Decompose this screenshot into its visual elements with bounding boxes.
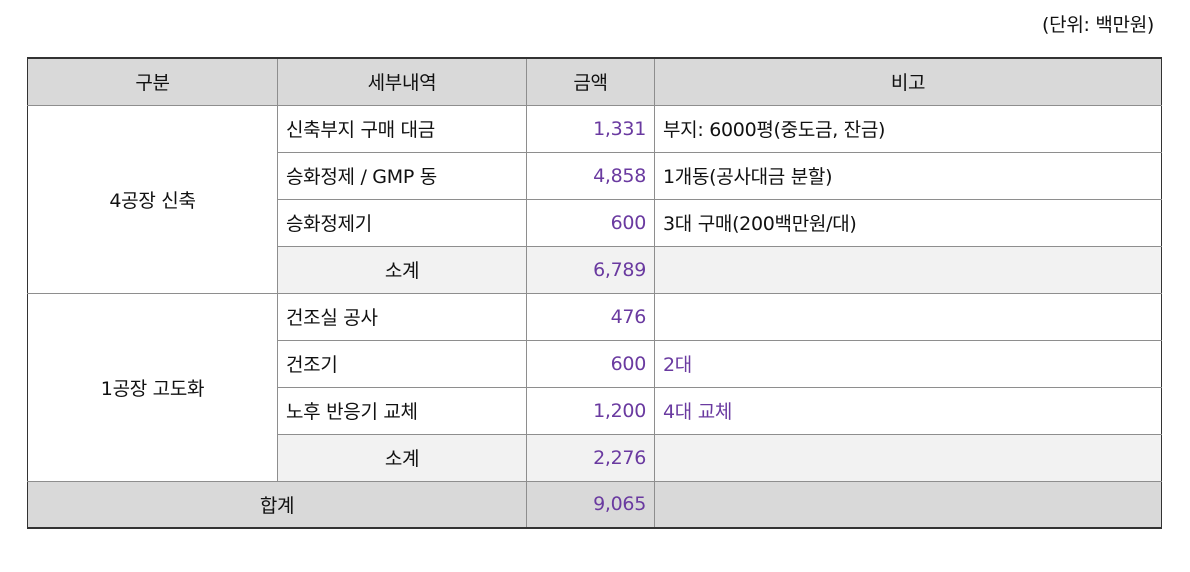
header-amount: 금액 xyxy=(526,57,655,106)
header-note: 비고 xyxy=(654,57,1162,106)
budget-table: 구분 세부내역 금액 비고 4공장 신축 신축부지 구매 대금 1,331 부지… xyxy=(27,57,1162,529)
subtotal-note xyxy=(654,245,1162,294)
row-amount: 600 xyxy=(526,198,655,247)
row-amount: 476 xyxy=(526,292,655,341)
table-row: 승화정제 / GMP 동 4,858 1개동(공사대금 분할) xyxy=(28,151,1162,200)
row-item: 건조기 xyxy=(277,339,527,388)
group-label: 4공장 신축 xyxy=(27,104,278,294)
subtotal-note xyxy=(654,433,1162,482)
subtotal-row: 소계 6,789 xyxy=(28,245,1162,294)
table-row: 4공장 신축 신축부지 구매 대금 1,331 부지: 6000평(중도금, 잔… xyxy=(27,104,1162,294)
row-note: 4대 교체 xyxy=(654,386,1162,435)
total-note xyxy=(654,480,1162,529)
row-note xyxy=(654,292,1162,341)
subtotal-amount: 6,789 xyxy=(526,245,655,294)
row-item: 승화정제기 xyxy=(277,198,527,247)
table-row: 승화정제기 600 3대 구매(200백만원/대) xyxy=(28,198,1162,247)
row-amount: 1,331 xyxy=(526,104,655,153)
row-item: 신축부지 구매 대금 xyxy=(277,104,527,153)
table-row: 노후 반응기 교체 1,200 4대 교체 xyxy=(28,386,1162,435)
subtotal-label: 소계 xyxy=(277,245,527,294)
subtotal-amount: 2,276 xyxy=(526,433,655,482)
row-note: 1개동(공사대금 분할) xyxy=(654,151,1162,200)
row-note: 2대 xyxy=(654,339,1162,388)
group-label: 1공장 고도화 xyxy=(27,292,278,482)
total-row: 합계 9,065 xyxy=(27,480,1162,529)
table-row: 건조기 600 2대 xyxy=(28,339,1162,388)
row-amount: 600 xyxy=(526,339,655,388)
total-label: 합계 xyxy=(27,480,527,529)
row-note: 3대 구매(200백만원/대) xyxy=(654,198,1162,247)
row-item: 승화정제 / GMP 동 xyxy=(277,151,527,200)
header-category: 구분 xyxy=(27,57,278,106)
row-amount: 4,858 xyxy=(526,151,655,200)
header-detail: 세부내역 xyxy=(277,57,527,106)
row-item: 건조실 공사 xyxy=(277,292,527,341)
table-header-row: 구분 세부내역 금액 비고 xyxy=(27,57,1162,106)
subtotal-label: 소계 xyxy=(277,433,527,482)
unit-note: (단위: 백만원) xyxy=(1042,14,1154,36)
row-amount: 1,200 xyxy=(526,386,655,435)
row-note: 부지: 6000평(중도금, 잔금) xyxy=(654,104,1162,153)
total-amount: 9,065 xyxy=(526,480,655,529)
row-item: 노후 반응기 교체 xyxy=(277,386,527,435)
table-row: 1공장 고도화 건조실 공사 476 xyxy=(27,292,1162,482)
